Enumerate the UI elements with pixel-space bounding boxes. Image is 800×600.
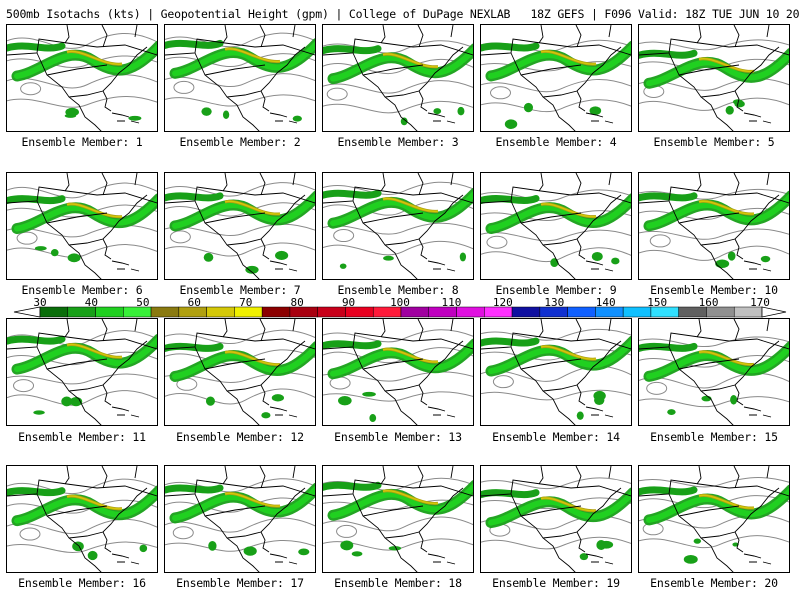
- ensemble-member-label: Ensemble Member: 18: [334, 576, 462, 590]
- ensemble-map-2: [164, 24, 316, 132]
- ensemble-member-label: Ensemble Member: 17: [176, 576, 304, 590]
- scale-tick-label: 30: [33, 296, 47, 309]
- ensemble-map-10: [638, 172, 790, 280]
- ensemble-map-20: [638, 465, 790, 573]
- scale-tick-label: 130: [544, 296, 565, 309]
- ensemble-map-17: [164, 465, 316, 573]
- ensemble-map-6: [6, 172, 158, 280]
- ensemble-map-4: [480, 24, 632, 132]
- ensemble-member-label: Ensemble Member: 12: [176, 430, 304, 444]
- ensemble-map-18: [322, 465, 474, 573]
- ensemble-member-label: Ensemble Member: 7: [179, 283, 301, 297]
- color-scale-bar: [13, 306, 787, 318]
- ensemble-member-label: Ensemble Member: 19: [492, 576, 620, 590]
- ensemble-map-15: [638, 318, 790, 426]
- scale-tick-label: 80: [290, 296, 304, 309]
- ensemble-map-9: [480, 172, 632, 280]
- ensemble-map-11: [6, 318, 158, 426]
- scale-tick-label: 170: [750, 296, 770, 309]
- ensemble-map-13: [322, 318, 474, 426]
- scale-tick-label: 60: [187, 296, 201, 309]
- scale-tick-label: 160: [698, 296, 719, 309]
- scale-tick-label: 140: [595, 296, 616, 309]
- ensemble-member-label: Ensemble Member: 16: [18, 576, 146, 590]
- scale-tick-label: 70: [239, 296, 253, 309]
- ensemble-map-5: [638, 24, 790, 132]
- ensemble-member-label: Ensemble Member: 8: [337, 283, 459, 297]
- ensemble-member-label: Ensemble Member: 13: [334, 430, 462, 444]
- ensemble-member-label: Ensemble Member: 11: [18, 430, 146, 444]
- ensemble-member-label: Ensemble Member: 6: [21, 283, 143, 297]
- ensemble-map-3: [322, 24, 474, 132]
- ensemble-member-label: Ensemble Member: 3: [337, 135, 459, 149]
- ensemble-map-19: [480, 465, 632, 573]
- ensemble-map-16: [6, 465, 158, 573]
- scale-tick-label: 110: [441, 296, 462, 309]
- scale-tick-label: 150: [647, 296, 668, 309]
- ensemble-member-label: Ensemble Member: 10: [650, 283, 778, 297]
- scale-tick-label: 50: [136, 296, 150, 309]
- ensemble-map-14: [480, 318, 632, 426]
- ensemble-member-label: Ensemble Member: 9: [495, 283, 617, 297]
- scale-tick-label: 40: [84, 296, 99, 309]
- page-title: 500mb Isotachs (kts) | Geopotential Heig…: [6, 7, 800, 21]
- ensemble-member-label: Ensemble Member: 2: [179, 135, 301, 149]
- ensemble-member-label: Ensemble Member: 5: [653, 135, 775, 149]
- ensemble-map-12: [164, 318, 316, 426]
- scale-tick-label: 90: [341, 296, 356, 309]
- scale-tick-label: 100: [390, 296, 410, 309]
- ensemble-member-label: Ensemble Member: 1: [21, 135, 143, 149]
- scale-right-arrow: [761, 306, 787, 318]
- scale-tick-label: 120: [492, 296, 513, 309]
- ensemble-member-label: Ensemble Member: 4: [495, 135, 617, 149]
- ensemble-member-label: Ensemble Member: 20: [650, 576, 778, 590]
- ensemble-map-8: [322, 172, 474, 280]
- ensemble-map-7: [164, 172, 316, 280]
- ensemble-member-label: Ensemble Member: 14: [492, 430, 620, 444]
- ensemble-map-1: [6, 24, 158, 132]
- ensemble-member-label: Ensemble Member: 15: [650, 430, 778, 444]
